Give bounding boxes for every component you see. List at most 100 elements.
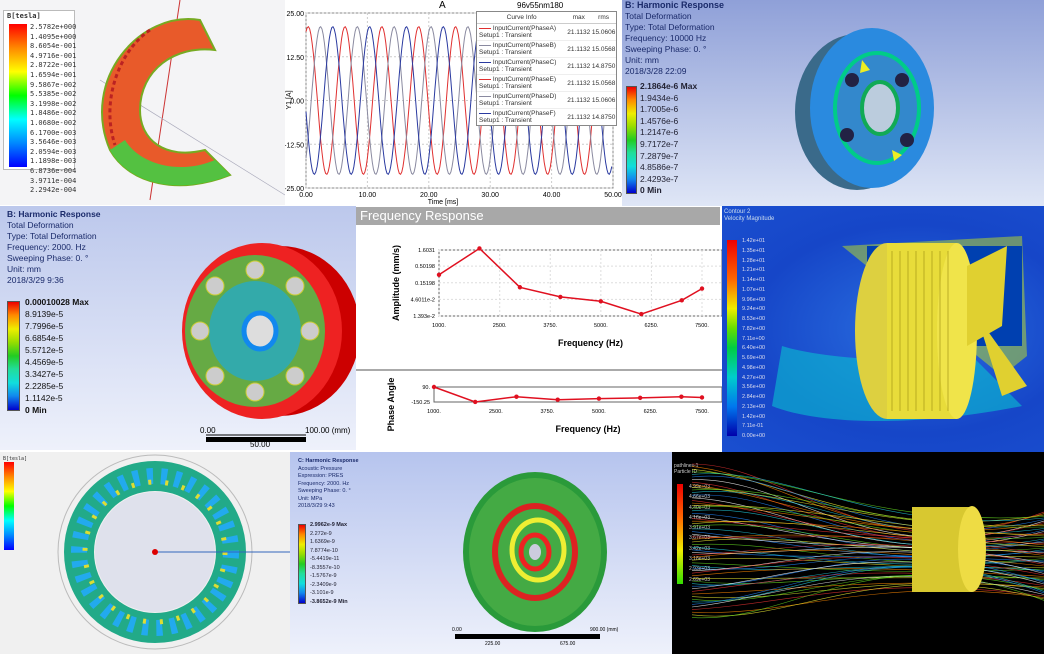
legend-value: -3.101e-9 xyxy=(310,590,334,596)
legend-row[interactable]: InputCurrent(PhaseA) Setup1 : Transient 21… xyxy=(477,24,616,41)
info-line: Unit: MPa xyxy=(298,495,323,502)
legend-row[interactable]: InputCurrent(PhaseF) Setup1 : Transient 21… xyxy=(477,109,616,125)
curve-rms: 15.0568 xyxy=(591,45,616,53)
input-current-plot-panel: 25.00 12.50 0.00 -12.50 -25.00 0.00 10.00 20.00… xyxy=(285,0,622,206)
legend-value: 7.2879e-7 xyxy=(640,150,679,161)
harmonic-title: B: Harmonic Response xyxy=(625,0,725,10)
legend-value: 2.84e+00 xyxy=(742,394,766,400)
legend-value: 1.42e+01 xyxy=(742,238,766,244)
curve-info-table[interactable]: Curve Info max rms InputCurrent(PhaseA) S… xyxy=(476,11,617,126)
legend-value: -3.8652e-9 Min xyxy=(310,598,348,605)
magnetic-flux-panel: B[tesla] 2.5782e+000 1.4095e+000 8.6054e-0… xyxy=(0,0,285,205)
harmonic-info: B: Harmonic Response Total Deformation Ty… xyxy=(7,209,101,286)
legend-value: 1.4576e-6 xyxy=(640,115,679,126)
curve-rms: 15.0606 xyxy=(591,28,616,36)
legend-value: 4.66e+03 xyxy=(689,494,710,501)
scale-q3-label: 675.00 xyxy=(560,641,576,647)
pathline xyxy=(691,484,1044,531)
legend-value: -2.3409e-9 xyxy=(310,581,337,588)
legend-value: 3.56e+00 xyxy=(742,384,766,391)
info-line: Frequency: 2000. Hz xyxy=(298,480,350,487)
legend-swatch xyxy=(479,61,491,64)
harmonic-title: C: Harmonic Response xyxy=(298,458,359,464)
data-point xyxy=(477,246,482,251)
contour-title: Contour 2 xyxy=(724,209,751,215)
data-point xyxy=(598,299,604,304)
x-tick-label: 30.00 xyxy=(481,192,499,199)
y-tick-label: 1.393e-2 xyxy=(413,314,435,320)
legend-value: -8.3557e-10 xyxy=(310,564,340,571)
stator-ring-panel: B[tesla] xyxy=(0,452,290,654)
velocity-colorbar xyxy=(727,240,737,436)
x-axis-label: Time [ms] xyxy=(428,199,459,206)
pathline xyxy=(691,556,1044,576)
data-point xyxy=(596,396,602,401)
curve-setup: Setup1 : Transient xyxy=(479,49,532,56)
legend-value: -5.4419e-11 xyxy=(310,556,340,562)
legend-value: 6.40e+00 xyxy=(742,345,766,352)
acoustic-pressure-panel: C: Harmonic Response Acoustic Pressure Ex… xyxy=(290,452,672,654)
legend-row[interactable]: InputCurrent(PhaseC) Setup1 : Transient 21… xyxy=(477,58,616,75)
legend-value: 7.82e+00 xyxy=(742,325,766,332)
flux-colorbar xyxy=(9,24,27,167)
legend-value: 1.4095e+000 xyxy=(30,32,77,41)
legend-swatch xyxy=(479,78,491,81)
curve-max: 21.1132 xyxy=(567,79,591,87)
x-axis-label: Frequency (Hz) xyxy=(558,338,623,348)
legend-row[interactable]: InputCurrent(PhaseB) Setup1 : Transient 21… xyxy=(477,41,616,58)
legend-row[interactable]: InputCurrent(PhaseE) Setup1 : Transient 21… xyxy=(477,75,616,92)
coil-model xyxy=(99,0,285,201)
scale-end-label: 900.00 (mm) xyxy=(590,627,619,633)
x-tick-label: 2500. xyxy=(493,323,507,329)
legend-row[interactable]: InputCurrent(PhaseD) Setup1 : Transient 21… xyxy=(477,92,616,109)
plot-area xyxy=(433,386,722,403)
info-line: Sweeping Phase: 0. ° xyxy=(7,253,89,263)
y-axis-label: Amplitude (mm/s) xyxy=(391,245,401,321)
data-point xyxy=(679,298,684,303)
legend-value: 2.8722e-001 xyxy=(30,61,77,70)
legend-value: 7.8774e-10 xyxy=(310,547,338,554)
legend-value: 7.11e-01 xyxy=(742,423,764,430)
legend-value: 2.272e-9 xyxy=(310,530,332,537)
pathlines-title: pathlines-1 xyxy=(674,463,699,469)
legend-swatch xyxy=(479,27,491,30)
legend-value: 6.6854e-5 xyxy=(25,333,64,343)
legend-value: 1.35e+01 xyxy=(742,247,766,254)
flux-legend: B[tesla] 2.5782e+000 1.4095e+000 8.6054e-0… xyxy=(3,10,77,194)
x-tick-label: 3750. xyxy=(541,409,555,415)
info-line: Type: Total Deformation xyxy=(625,22,715,32)
legend-value: 1.1898e-003 xyxy=(30,157,77,166)
legend-value: 4.4569e-5 xyxy=(25,357,64,367)
legend-value: 9.7172e-7 xyxy=(640,138,679,149)
pressure-colorbar xyxy=(298,524,306,604)
series-line-1 xyxy=(305,25,613,176)
chart-title: A xyxy=(439,0,446,11)
y-tick-label: -150.25 xyxy=(411,400,430,406)
legend-value: 1.7005e-6 xyxy=(640,104,679,115)
curve-max: 21.1132 xyxy=(567,28,591,36)
legend-value: 0 Min xyxy=(640,185,662,196)
info-line: Sweeping Phase: 0. ° xyxy=(298,488,351,494)
legend-value: 3.91e+03 xyxy=(689,525,710,532)
legend-value: 8.53e+00 xyxy=(742,316,766,322)
legend-swatch xyxy=(479,44,491,47)
data-point xyxy=(431,384,437,390)
curve-rms: 14.8750 xyxy=(591,113,616,121)
info-line: Sweeping Phase: 0. ° xyxy=(625,44,707,54)
scale-end-label: 100.00 (mm) xyxy=(305,426,351,435)
x-tick-label: 1000. xyxy=(432,323,446,329)
contour-subtitle: Velocity Magnitude xyxy=(724,216,775,222)
wheel-model-blue xyxy=(795,28,934,190)
x-tick-label: 0.00 xyxy=(299,192,313,199)
legend-value: 1.42e+00 xyxy=(742,413,766,420)
y-tick-label: -25.00 xyxy=(285,186,304,193)
legend-value: 6.1700e-003 xyxy=(30,128,77,137)
y-axis-label: Y1 [A] xyxy=(286,90,293,109)
legend-value: 7.11e+00 xyxy=(742,335,765,342)
curve-name: InputCurrent(PhaseA) xyxy=(492,25,557,32)
frequency-response-title: Frequency Response xyxy=(356,207,720,225)
flux-legend-title: B[tesla] xyxy=(7,12,41,20)
legend-value: 2.93e+03 xyxy=(689,566,710,573)
legend-value: 4.8586e-7 xyxy=(640,162,679,173)
